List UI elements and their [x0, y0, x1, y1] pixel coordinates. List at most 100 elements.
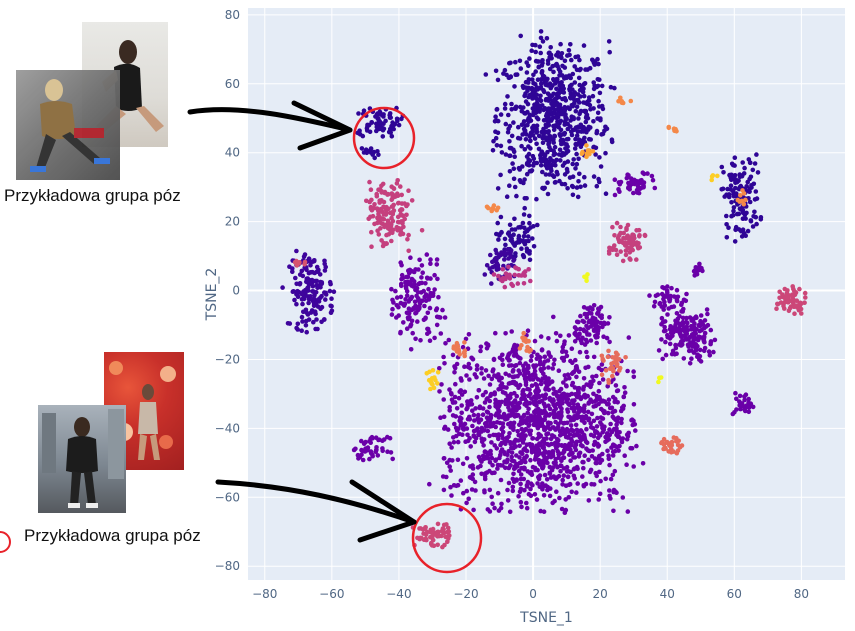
data-point — [419, 275, 424, 280]
data-point — [550, 63, 555, 69]
data-point — [534, 356, 540, 362]
data-point — [607, 315, 612, 320]
data-point — [535, 389, 540, 395]
data-point — [573, 125, 579, 130]
data-point — [577, 349, 583, 355]
data-point — [799, 311, 804, 316]
data-point — [297, 272, 303, 277]
data-point — [612, 233, 617, 238]
data-point — [562, 106, 568, 112]
data-point — [603, 434, 608, 440]
data-point — [728, 187, 734, 192]
data-point — [294, 301, 299, 307]
data-point — [617, 430, 622, 435]
data-point — [541, 453, 547, 459]
data-point — [459, 392, 465, 397]
data-point — [485, 507, 491, 512]
data-point — [500, 390, 506, 395]
data-point — [305, 294, 311, 299]
data-point — [474, 363, 480, 368]
data-point — [666, 124, 672, 130]
data-point — [503, 121, 509, 127]
data-point — [688, 340, 693, 345]
data-point — [424, 252, 430, 257]
data-point — [510, 476, 516, 482]
data-point — [545, 180, 550, 185]
data-point — [570, 184, 576, 190]
data-point — [691, 350, 697, 355]
data-point — [710, 173, 716, 178]
data-point — [617, 443, 622, 449]
data-point — [521, 119, 527, 124]
data-point — [493, 432, 499, 438]
data-point — [506, 363, 512, 368]
data-point — [738, 193, 743, 198]
data-point — [559, 73, 565, 78]
data-point — [506, 264, 511, 270]
data-point — [515, 428, 520, 434]
data-point — [511, 399, 517, 405]
data-point — [528, 138, 533, 143]
data-point — [583, 67, 588, 72]
data-point — [479, 371, 484, 376]
data-point — [306, 256, 312, 262]
data-point — [551, 91, 556, 97]
data-point — [585, 306, 590, 311]
data-point — [573, 367, 578, 373]
data-point — [366, 122, 372, 128]
data-point — [636, 227, 642, 233]
data-point — [574, 104, 580, 110]
data-point — [459, 410, 465, 416]
data-point — [450, 413, 456, 418]
data-point — [520, 83, 526, 89]
data-point — [542, 354, 548, 360]
data-point — [498, 112, 504, 117]
data-point — [356, 111, 361, 116]
data-point — [598, 164, 604, 169]
data-point — [615, 352, 620, 357]
scatter-points — [280, 29, 808, 550]
data-point — [554, 475, 560, 480]
data-point — [501, 385, 507, 390]
data-point — [637, 245, 643, 250]
data-point — [533, 69, 538, 74]
data-point — [596, 306, 601, 312]
data-point — [662, 324, 667, 330]
data-point — [590, 448, 595, 453]
data-point — [494, 260, 500, 266]
arrow-bottom — [215, 479, 417, 543]
data-point — [524, 196, 529, 201]
data-point — [606, 380, 612, 386]
data-point — [520, 164, 525, 169]
data-point — [736, 227, 742, 232]
data-point — [738, 183, 744, 189]
data-point — [454, 406, 460, 411]
data-point — [323, 297, 328, 302]
data-point — [575, 402, 581, 408]
data-point — [428, 379, 434, 385]
data-point — [479, 439, 485, 445]
data-point — [582, 183, 588, 188]
data-point — [581, 483, 586, 488]
data-point — [572, 445, 578, 450]
data-point — [510, 161, 515, 166]
data-point — [511, 374, 516, 380]
data-point — [792, 288, 797, 294]
data-point — [798, 306, 804, 312]
data-point — [579, 151, 585, 156]
data-point — [697, 347, 703, 353]
data-point — [476, 454, 482, 460]
data-point — [315, 326, 320, 332]
person-figure-icon — [42, 409, 124, 508]
data-point — [625, 434, 631, 439]
data-point — [511, 257, 517, 262]
data-point — [553, 462, 558, 467]
data-point — [493, 129, 498, 134]
data-point — [565, 474, 571, 480]
data-point — [558, 333, 563, 339]
data-point — [605, 354, 611, 360]
data-point — [521, 254, 527, 260]
data-point — [526, 365, 531, 371]
data-point — [441, 414, 447, 420]
data-point — [610, 355, 615, 360]
